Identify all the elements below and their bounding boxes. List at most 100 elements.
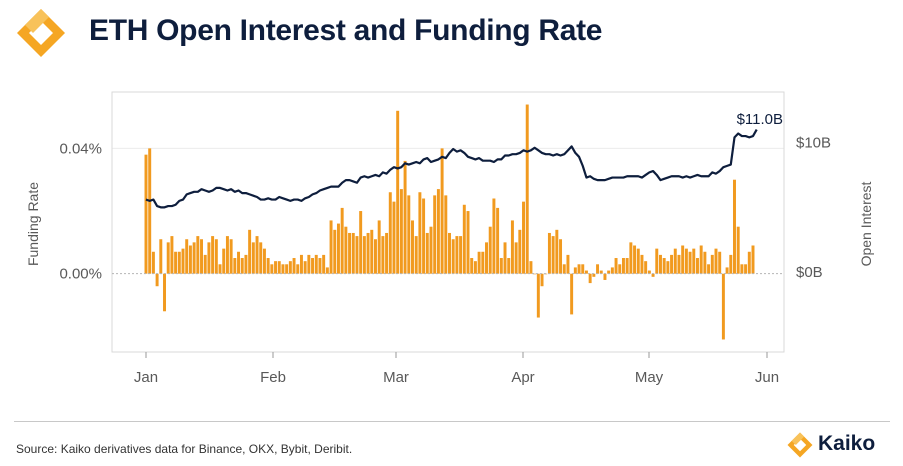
funding-bar <box>470 258 474 274</box>
funding-bar <box>577 264 581 274</box>
funding-bar <box>407 195 411 274</box>
funding-bar <box>625 258 629 274</box>
funding-bar <box>570 273 574 315</box>
funding-bar <box>244 254 248 274</box>
funding-bar <box>414 236 418 274</box>
funding-bar <box>396 110 400 274</box>
funding-bar <box>166 242 170 274</box>
funding-bar <box>237 251 241 274</box>
funding-rate-bars <box>144 104 755 340</box>
funding-bar <box>225 236 229 274</box>
funding-bar <box>614 258 618 274</box>
funding-bar <box>403 160 407 274</box>
funding-bar <box>536 273 540 318</box>
funding-bar <box>292 258 296 274</box>
funding-bar <box>211 236 215 274</box>
page-title: ETH Open Interest and Funding Rate <box>89 14 603 47</box>
funding-bar <box>370 229 374 274</box>
footer-divider <box>14 421 890 422</box>
funding-bar <box>710 254 714 274</box>
funding-bar <box>359 211 363 274</box>
funding-bar <box>525 104 529 274</box>
funding-bar <box>351 232 355 274</box>
funding-bar <box>514 242 518 274</box>
funding-bar <box>318 258 322 274</box>
funding-bar <box>592 273 596 277</box>
funding-bar <box>388 192 392 274</box>
funding-bar <box>666 261 670 274</box>
funding-bar <box>344 226 348 274</box>
funding-bar <box>522 201 525 274</box>
funding-bar <box>192 242 196 274</box>
funding-bar <box>703 251 707 274</box>
funding-bar <box>188 245 192 274</box>
funding-bar <box>325 267 329 274</box>
funding-bar <box>181 248 185 274</box>
funding-bar <box>303 261 307 274</box>
funding-bar <box>510 220 514 274</box>
funding-bar <box>333 229 337 274</box>
funding-bar <box>451 239 455 274</box>
funding-bar <box>733 179 736 274</box>
funding-bar <box>322 254 326 274</box>
funding-bar <box>655 248 659 274</box>
funding-bar <box>581 264 585 274</box>
funding-bar <box>485 242 488 274</box>
funding-bar <box>707 264 711 274</box>
funding-bar <box>159 239 163 274</box>
funding-bar <box>288 261 292 274</box>
funding-bar <box>547 232 551 274</box>
y-left-tick-label: 0.00% <box>59 266 102 283</box>
funding-bar <box>218 264 222 274</box>
funding-bar <box>729 254 733 274</box>
funding-bar <box>299 254 303 274</box>
funding-bar <box>496 207 500 274</box>
funding-bar <box>559 239 563 274</box>
funding-bar <box>429 226 433 274</box>
funding-bar <box>473 261 477 274</box>
funding-bar <box>285 264 289 274</box>
funding-bar <box>251 242 255 274</box>
funding-bar <box>507 258 511 274</box>
funding-bar <box>699 245 703 274</box>
funding-bar <box>348 232 352 274</box>
funding-bar <box>459 236 463 274</box>
funding-bar <box>621 258 625 274</box>
funding-bar <box>662 258 666 274</box>
funding-bar <box>688 251 692 274</box>
funding-bar <box>603 273 607 280</box>
funding-bar <box>411 220 414 274</box>
chart-header: ETH Open Interest and Funding Rate <box>0 0 903 64</box>
y-left-tick-label: 0.04% <box>59 140 102 157</box>
funding-bar <box>618 264 622 274</box>
open-interest-line <box>145 129 758 209</box>
funding-bar <box>422 198 426 274</box>
funding-bar <box>714 248 718 274</box>
funding-bar <box>529 261 533 274</box>
funding-bar <box>229 239 233 274</box>
funding-bar <box>440 148 444 274</box>
funding-bar <box>340 207 344 274</box>
x-tick-label: Apr <box>511 369 534 386</box>
funding-bar <box>573 267 577 274</box>
funding-bar <box>718 251 722 274</box>
funding-bar <box>207 242 211 274</box>
funding-bar <box>362 236 366 274</box>
funding-bar <box>488 226 492 274</box>
funding-bar <box>233 258 237 274</box>
funding-bar <box>270 264 274 274</box>
funding-bar <box>355 236 359 274</box>
funding-bar <box>551 236 555 274</box>
funding-bar <box>174 251 178 274</box>
brand-logo: Kaiko <box>787 432 897 458</box>
funding-bar <box>584 270 588 274</box>
funding-bar <box>255 236 259 274</box>
funding-bar <box>610 267 614 274</box>
funding-bar <box>314 254 318 274</box>
funding-bar <box>607 270 611 274</box>
funding-bar <box>647 270 651 274</box>
funding-bar <box>374 239 377 274</box>
y-right-tick-label: $10B <box>796 135 831 152</box>
funding-bar <box>492 198 496 274</box>
funding-bar <box>562 264 566 274</box>
